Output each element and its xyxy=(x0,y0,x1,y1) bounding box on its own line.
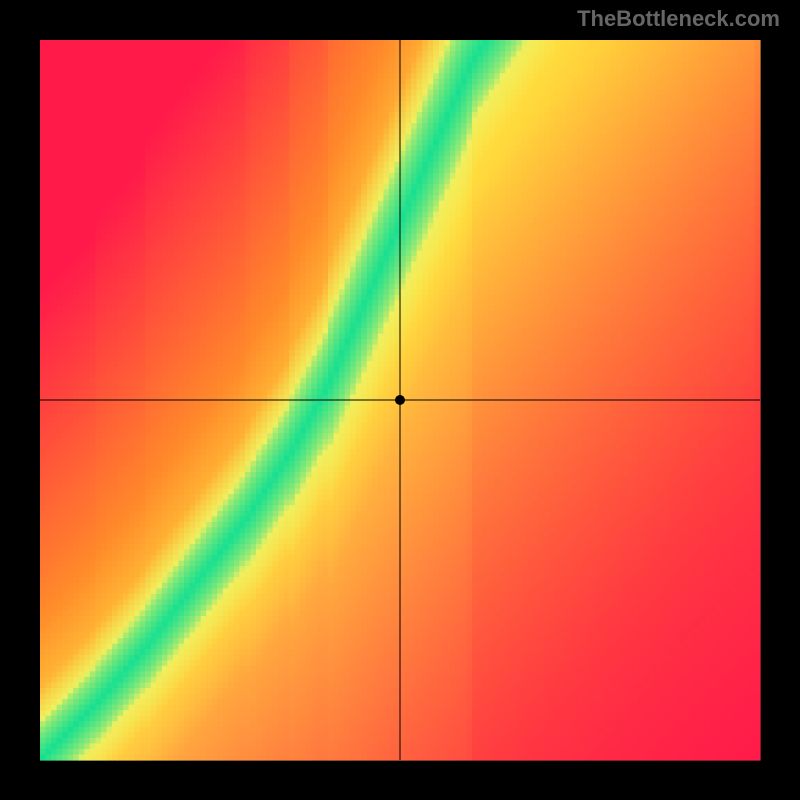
chart-container: { "watermark": "TheBottleneck.com", "cha… xyxy=(0,0,800,800)
crosshair-dot xyxy=(395,395,405,405)
watermark-text: TheBottleneck.com xyxy=(577,6,780,32)
heatmap-svg xyxy=(0,0,800,800)
